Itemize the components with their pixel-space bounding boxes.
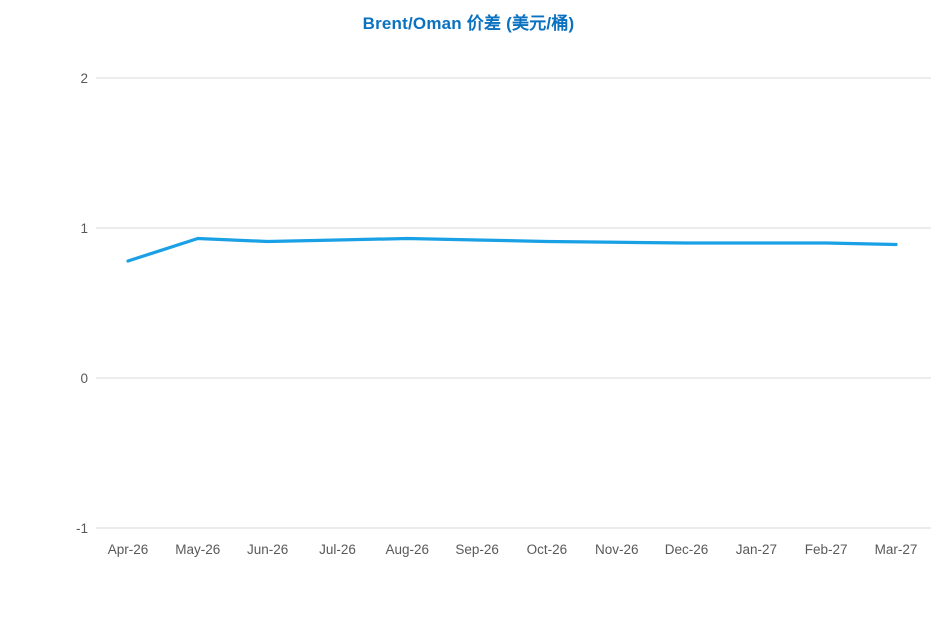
x-axis-tick-label: Apr-26 [108, 542, 149, 557]
x-axis-tick-label: Aug-26 [385, 542, 429, 557]
y-axis-tick-label: 0 [80, 371, 88, 386]
y-axis-tick-label: 2 [80, 71, 88, 86]
y-axis-tick-label: -1 [76, 521, 88, 536]
x-axis-tick-label: Oct-26 [527, 542, 568, 557]
x-axis-tick-label: Jan-27 [736, 542, 777, 557]
chart-title: Brent/Oman 价差 (美元/桶) [362, 14, 575, 33]
x-axis-tick-label: Jul-26 [319, 542, 356, 557]
y-axis-tick-label: 1 [80, 221, 88, 236]
x-axis-tick-label: Dec-26 [665, 542, 709, 557]
x-axis-tick-label: Jun-26 [247, 542, 288, 557]
x-axis-tick-label: May-26 [175, 542, 220, 557]
data-series-line [126, 236, 898, 263]
x-axis-tick-label: Sep-26 [455, 542, 499, 557]
x-axis-tick-label: Nov-26 [595, 542, 639, 557]
x-axis-tick-label: Mar-27 [875, 542, 918, 557]
x-axis-tick-label: Feb-27 [805, 542, 848, 557]
